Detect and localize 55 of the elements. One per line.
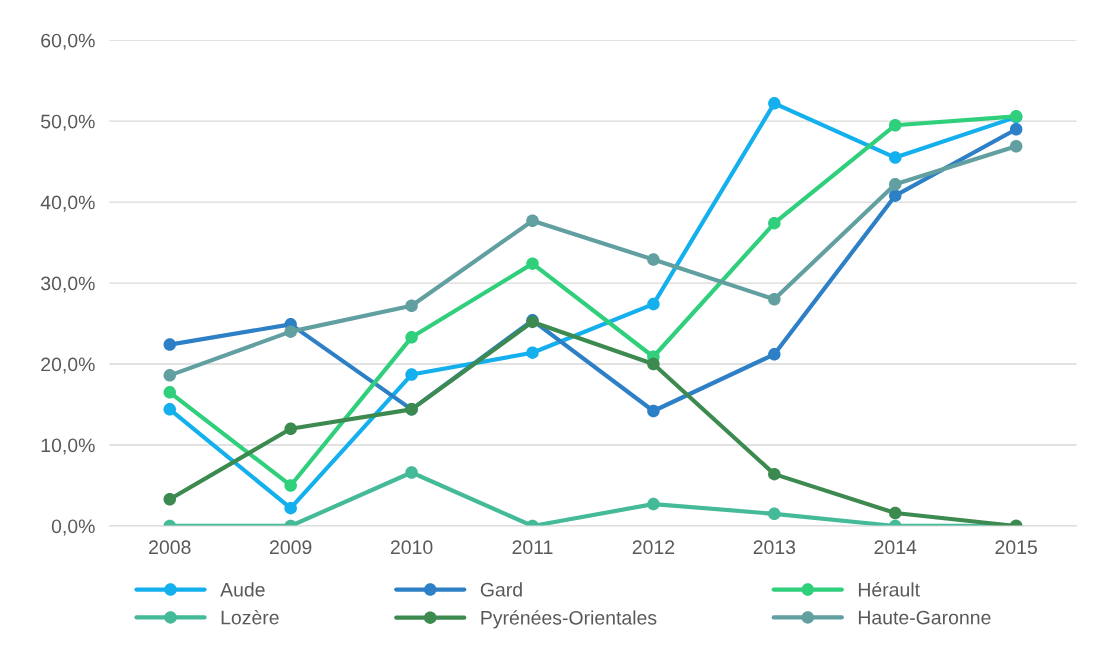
y-tick-label: 10,0% xyxy=(41,438,95,455)
point xyxy=(768,216,781,230)
legend-label: Aude xyxy=(220,582,265,597)
point xyxy=(284,422,297,436)
point xyxy=(647,357,660,371)
y-tick-label: 40,0% xyxy=(40,195,95,212)
point xyxy=(405,368,418,381)
point xyxy=(647,297,660,311)
x-tick-label: 2013 xyxy=(753,540,796,555)
legend-label: Lozère xyxy=(221,609,279,625)
y-tick-label: 0,0% xyxy=(51,519,95,536)
point xyxy=(647,497,660,511)
point xyxy=(888,118,902,132)
point xyxy=(647,404,660,418)
point xyxy=(284,479,297,492)
point xyxy=(888,506,902,520)
point xyxy=(163,492,177,506)
legend-label: Haute-Garonne xyxy=(858,610,991,625)
point xyxy=(405,466,418,479)
x-tick-label: 2008 xyxy=(149,540,191,555)
y-tick-label: 30,0% xyxy=(41,276,95,293)
x-tick-label: 2009 xyxy=(270,540,312,555)
point xyxy=(888,189,902,202)
point xyxy=(405,299,418,312)
point xyxy=(768,97,781,110)
point xyxy=(163,386,177,399)
point xyxy=(526,214,539,227)
x-tick-label: 2015 xyxy=(995,540,1037,555)
x-tick-label: 2014 xyxy=(874,540,917,555)
y-tick-label: 20,0% xyxy=(41,357,95,374)
point xyxy=(1009,123,1023,136)
point xyxy=(888,151,902,164)
x-tick-label: 2011 xyxy=(512,540,553,555)
point xyxy=(163,338,177,351)
y-tick-label: 50,0% xyxy=(41,114,95,131)
point xyxy=(284,325,297,338)
point xyxy=(768,507,781,521)
point xyxy=(1009,140,1023,153)
point xyxy=(647,253,660,266)
point xyxy=(768,467,781,481)
point xyxy=(768,293,781,306)
point xyxy=(526,257,539,270)
point xyxy=(284,501,297,515)
x-tick-label: 2010 xyxy=(390,540,433,555)
legend-label: Pyrénées-Orientales xyxy=(481,610,657,629)
point xyxy=(526,346,539,359)
point xyxy=(405,331,418,344)
legend-label: Gard xyxy=(480,582,522,597)
y-tick-label: 60,0% xyxy=(41,33,95,50)
legend-label: Hérault xyxy=(858,582,920,597)
point xyxy=(163,369,177,382)
point xyxy=(768,348,781,361)
point xyxy=(888,178,902,191)
point xyxy=(163,403,177,416)
x-tick-label: 2012 xyxy=(632,540,675,555)
